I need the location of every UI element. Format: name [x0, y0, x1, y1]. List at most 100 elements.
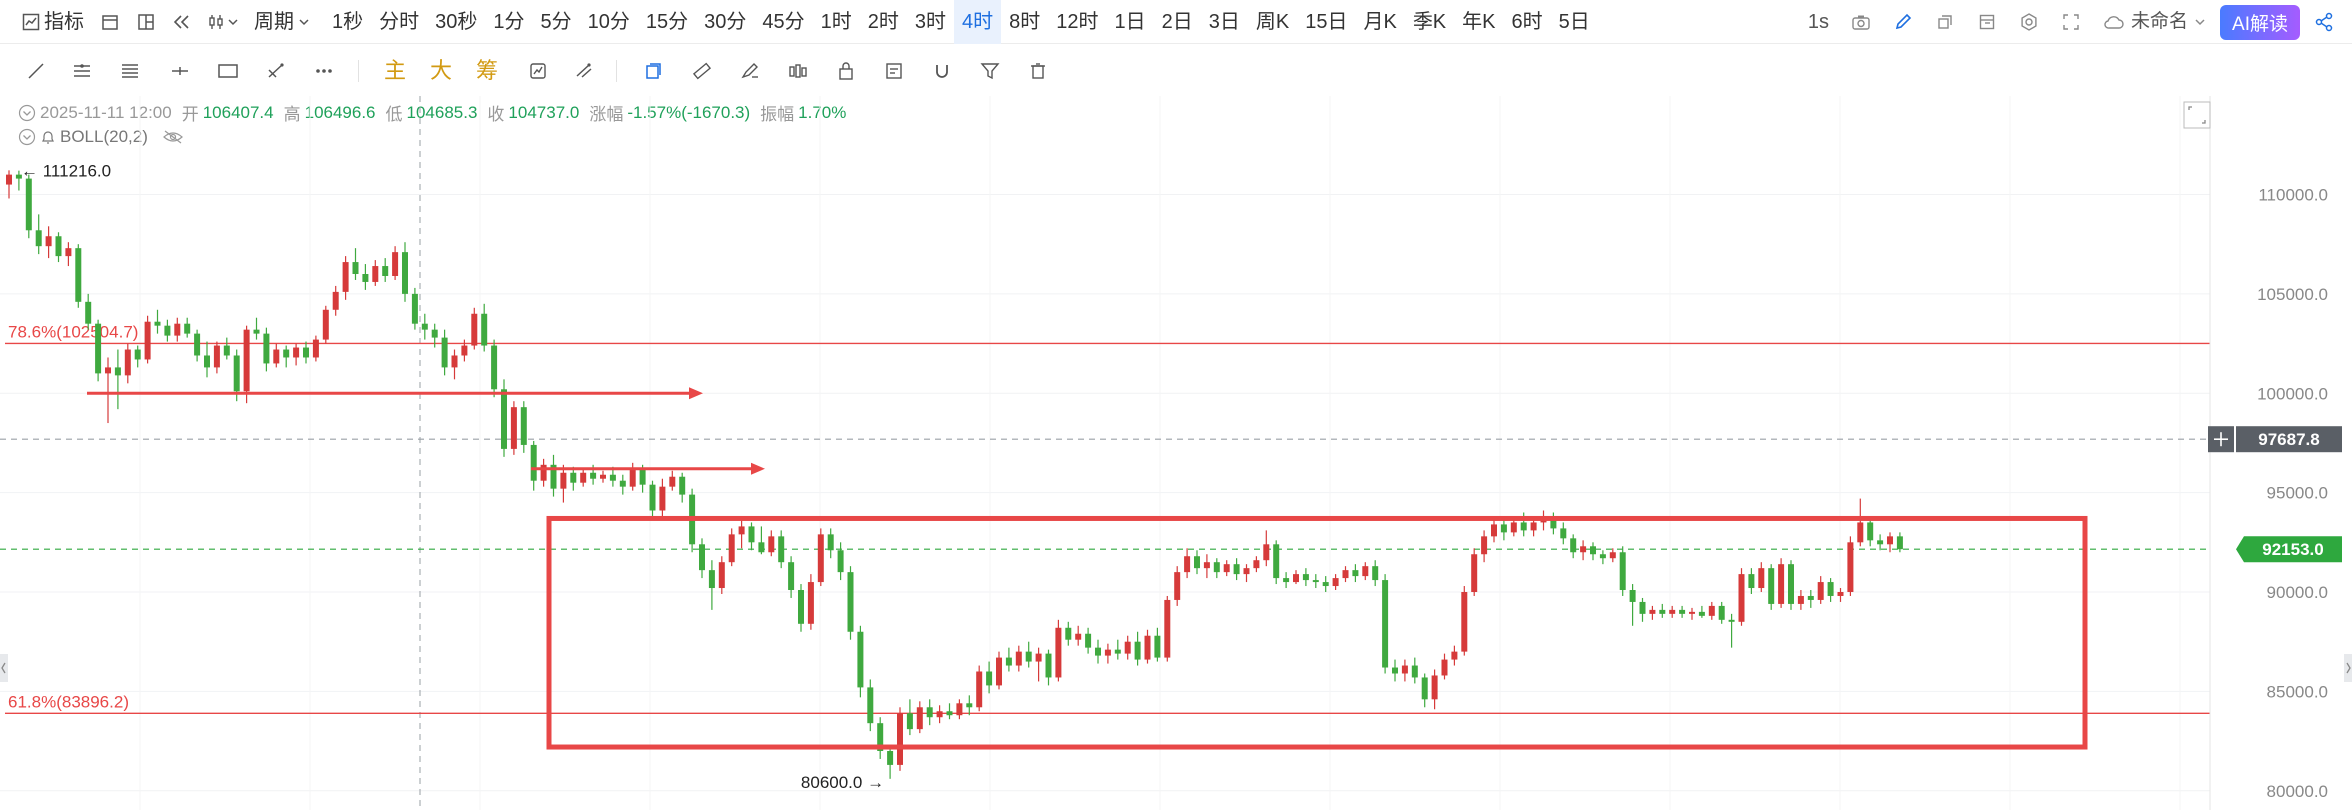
refresh-rate[interactable]: 1s [1807, 11, 1830, 33]
interval-tab-22[interactable]: 年K [1462, 11, 1496, 33]
layout-name: 未命名 [2131, 11, 2189, 32]
candle [213, 341, 220, 374]
trash-icon [1031, 63, 1045, 79]
period-dropdown[interactable]: 周期 [246, 0, 318, 44]
draw-button[interactable] [1885, 0, 1921, 44]
signal-icon [576, 63, 592, 78]
chart-type-button[interactable] [200, 0, 246, 44]
large-order-toggle[interactable]: 大 [430, 58, 453, 83]
interval-tab-14[interactable]: 12时 [1056, 11, 1099, 33]
notes-tool[interactable] [876, 50, 912, 92]
bell-icon[interactable] [40, 129, 56, 145]
rectangle-tool[interactable] [210, 50, 246, 92]
eye-off-icon[interactable] [162, 129, 184, 145]
interval-tab-10[interactable]: 2时 [867, 11, 899, 33]
interval-tab-0[interactable]: 1秒 [332, 11, 364, 33]
interval-tab-5[interactable]: 10分 [587, 11, 630, 33]
candle [1590, 542, 1596, 561]
trend-line-tool[interactable] [18, 50, 54, 92]
candle [1065, 621, 1072, 646]
interval-tab-16[interactable]: 2日 [1161, 11, 1193, 33]
template-button[interactable] [92, 0, 128, 44]
horizontal-ray-tool[interactable] [162, 50, 198, 92]
interval-tab-17[interactable]: 3日 [1208, 11, 1240, 33]
magnet-tool[interactable] [924, 50, 960, 92]
fib-label-0: 78.6%(102504.7) [8, 322, 138, 341]
left-panel-collapse-handle[interactable] [0, 654, 8, 682]
share-button[interactable] [2306, 0, 2342, 44]
interval-tab-11[interactable]: 3时 [914, 11, 946, 33]
candle [471, 307, 478, 350]
collapse-legend-icon[interactable] [18, 104, 36, 122]
candle [392, 246, 399, 280]
layout-button[interactable] [128, 0, 164, 44]
high-marker: ← 111216.0 [21, 161, 111, 180]
user-drawings[interactable] [87, 387, 2088, 750]
indicator-button[interactable]: 指标 [14, 0, 92, 44]
compare-tool[interactable] [520, 50, 556, 92]
settings-button[interactable] [2011, 0, 2047, 44]
lock-tool[interactable] [828, 50, 864, 92]
indicator-name: BOLL(20,2) [60, 127, 148, 146]
delete-drawings-button[interactable] [1020, 50, 1056, 92]
candle [451, 349, 458, 380]
interval-tab-23[interactable]: 6时 [1511, 11, 1543, 33]
signal-tool[interactable] [566, 50, 602, 92]
collapse-indicator-icon[interactable] [18, 128, 36, 146]
chip-distribution-toggle[interactable]: 筹 [476, 58, 499, 83]
candle [342, 256, 349, 300]
interval-tab-7[interactable]: 30分 [704, 11, 747, 33]
more-tools-button[interactable] [306, 50, 342, 92]
low-marker: 80600.0 → [801, 773, 884, 792]
candle [1045, 649, 1052, 686]
interval-tab-1[interactable]: 分时 [379, 11, 420, 33]
candle [194, 329, 201, 362]
interval-tab-4[interactable]: 5分 [540, 11, 572, 33]
candle [1728, 613, 1735, 648]
filter-tool[interactable] [972, 50, 1008, 92]
interval-tab-19[interactable]: 15日 [1305, 11, 1348, 33]
interval-tab-15[interactable]: 1日 [1114, 11, 1146, 33]
fibonacci-levels[interactable]: 78.6%(102504.7) 61.8%(83896.2) [5, 322, 2238, 715]
interval-tab-6[interactable]: 15分 [645, 11, 689, 33]
interval-tab-8[interactable]: 45分 [762, 11, 805, 33]
horizontal-lines-tool[interactable] [112, 50, 148, 92]
interval-tab-13[interactable]: 8时 [1009, 11, 1041, 33]
candle [1797, 590, 1804, 610]
right-panel-collapse-handle[interactable] [2344, 654, 2352, 682]
candle-pattern-tool[interactable] [780, 50, 816, 92]
interval-tab-24[interactable]: 5日 [1558, 11, 1590, 33]
interval-tab-12[interactable]: 4时 [954, 0, 1002, 44]
chart-fullscreen-button[interactable] [2183, 101, 2211, 129]
main-chip-toggle[interactable]: 主 [384, 58, 407, 83]
interval-tab-9[interactable]: 1时 [820, 11, 852, 33]
interval-tab-21[interactable]: 季K [1412, 11, 1447, 33]
arrow-annotation-0[interactable] [87, 387, 703, 400]
parallel-channel-tool[interactable] [64, 50, 100, 92]
candle [1015, 645, 1022, 672]
ai-analysis-button[interactable]: AI解读 [2220, 4, 2300, 40]
screenshot-button[interactable] [1843, 0, 1879, 44]
window-tool[interactable] [636, 50, 672, 92]
layout-name-dropdown[interactable]: 未命名 [2095, 0, 2214, 44]
candle [45, 226, 52, 259]
candle [174, 317, 181, 342]
change-label: 涨幅 [589, 105, 624, 124]
fullscreen-button[interactable] [2053, 0, 2089, 44]
interval-tab-2[interactable]: 30秒 [435, 11, 478, 33]
ruler-tool[interactable] [684, 50, 720, 92]
candle [1500, 520, 1507, 541]
arrow-annotation-1[interactable] [531, 462, 765, 475]
interval-tab-3[interactable]: 1分 [493, 11, 525, 33]
candle [1382, 574, 1389, 674]
range-box[interactable] [546, 515, 2088, 750]
measure-tool[interactable] [258, 50, 294, 92]
interval-tab-18[interactable]: 周K [1255, 11, 1290, 33]
replay-button[interactable] [164, 0, 200, 44]
fullscreen-exit-button[interactable] [1927, 0, 1963, 44]
calculator-button[interactable] [1969, 0, 2005, 44]
brush-tool[interactable] [732, 50, 768, 92]
price-chart[interactable]: 78.6%(102504.7) 61.8%(83896.2) ← 111216.0… [0, 96, 2352, 810]
interval-tab-20[interactable]: 月K [1363, 11, 1397, 33]
price-axis[interactable]: 110000.0 105000.0 100000.0 95000.0 90000.0 85… [2209, 96, 2328, 810]
